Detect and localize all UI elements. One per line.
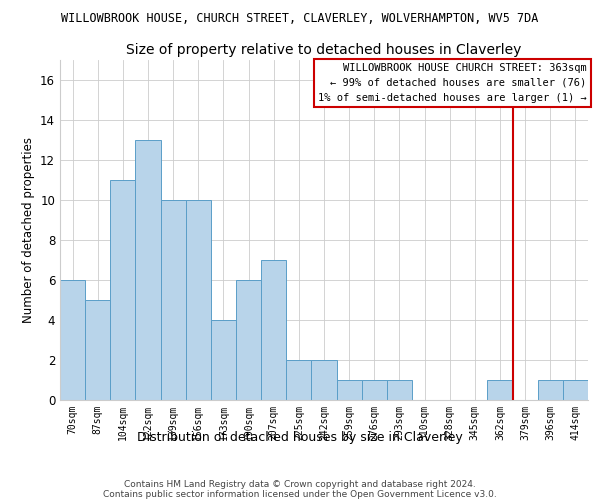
Bar [211,320,236,400]
Text: Contains HM Land Registry data © Crown copyright and database right 2024.
Contai: Contains HM Land Registry data © Crown c… [103,480,497,499]
Bar [311,360,337,400]
Bar [110,180,136,400]
Text: WILLOWBROOK HOUSE CHURCH STREET: 363sqm
← 99% of detached houses are smaller (76: WILLOWBROOK HOUSE CHURCH STREET: 363sqm … [318,63,587,102]
Bar [85,300,110,400]
Bar [487,380,512,400]
Bar [337,380,362,400]
Bar [261,260,286,400]
Bar [161,200,186,400]
Bar [563,380,588,400]
Title: Size of property relative to detached houses in Claverley: Size of property relative to detached ho… [127,44,521,58]
Bar [538,380,563,400]
Y-axis label: Number of detached properties: Number of detached properties [22,137,35,323]
Bar [60,280,85,400]
Bar [362,380,387,400]
Bar [136,140,161,400]
Bar [236,280,261,400]
Text: WILLOWBROOK HOUSE, CHURCH STREET, CLAVERLEY, WOLVERHAMPTON, WV5 7DA: WILLOWBROOK HOUSE, CHURCH STREET, CLAVER… [61,12,539,24]
Bar [387,380,412,400]
Bar [186,200,211,400]
Text: Distribution of detached houses by size in Claverley: Distribution of detached houses by size … [137,431,463,444]
Bar [286,360,311,400]
